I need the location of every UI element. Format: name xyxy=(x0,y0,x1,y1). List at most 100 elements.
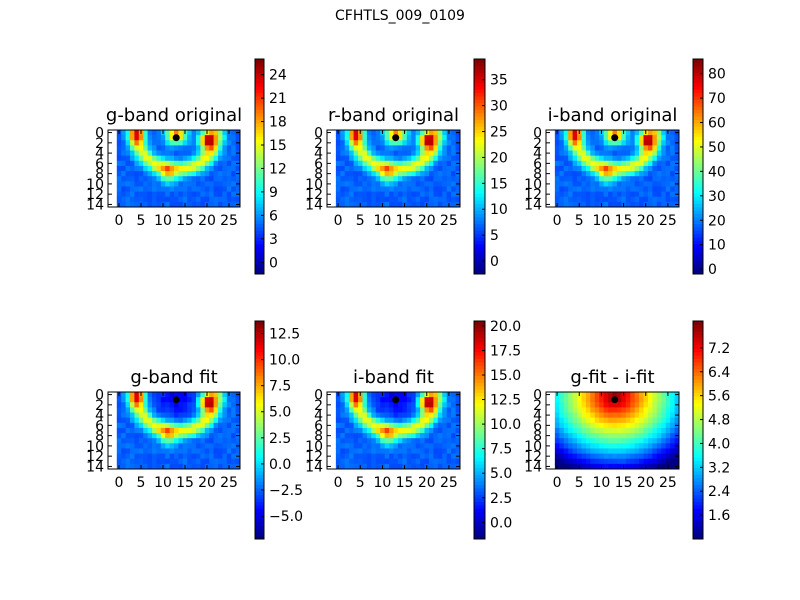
heatmap-cell xyxy=(594,438,600,444)
heatmap-cell xyxy=(563,397,569,403)
colorbar-segment xyxy=(693,99,703,104)
heatmap-cell xyxy=(160,438,166,444)
heatmap-cell xyxy=(371,397,377,403)
colorbar-segment xyxy=(474,416,485,421)
heatmap-cell xyxy=(446,140,452,146)
heatmap-cell xyxy=(125,181,131,187)
heatmap-cell xyxy=(554,422,560,429)
heatmap-cell xyxy=(218,171,223,177)
heatmap-cell xyxy=(559,135,565,141)
colorbar-segment xyxy=(255,504,264,509)
colorbar-segment xyxy=(255,321,264,325)
heatmap-cell xyxy=(643,176,649,182)
heatmap-cell xyxy=(340,397,346,403)
heatmap-cell xyxy=(362,150,368,157)
heatmap-cell xyxy=(222,140,228,146)
heatmap-cell xyxy=(581,186,587,192)
colorbar-segment xyxy=(693,515,703,520)
x-tick-label: 25 xyxy=(659,213,677,229)
heatmap-cell xyxy=(213,402,219,408)
colorbar-segment xyxy=(474,460,485,465)
heatmap-cell xyxy=(121,186,126,192)
heatmap-cell xyxy=(187,392,192,398)
heatmap-cell xyxy=(147,176,153,182)
colorbar-frame xyxy=(254,320,265,540)
heatmap-cell xyxy=(415,140,421,146)
heatmap-cell xyxy=(634,176,640,182)
heatmap-cell xyxy=(656,453,662,460)
heatmap-cell xyxy=(143,201,148,208)
colorbar-segment xyxy=(255,226,264,231)
heatmap-cell xyxy=(581,453,587,460)
heatmap-cell xyxy=(634,140,640,146)
heatmap-cell xyxy=(182,160,188,167)
heatmap-cell xyxy=(433,392,439,398)
heatmap-cell xyxy=(616,130,622,136)
heatmap-cell xyxy=(608,453,613,460)
heatmap-cell xyxy=(138,155,144,162)
heatmap-cell xyxy=(191,181,197,187)
heatmap-cell xyxy=(196,155,201,162)
heatmap-cell xyxy=(362,165,368,172)
heatmap-cell xyxy=(568,453,573,460)
heatmap-cell xyxy=(358,427,363,434)
heatmap-cell xyxy=(116,397,122,403)
heatmap-cell xyxy=(621,171,627,177)
heatmap-cell xyxy=(616,458,622,465)
heatmap-cell xyxy=(559,181,565,187)
heatmap-cell xyxy=(191,171,197,177)
heatmap-cell xyxy=(380,412,386,419)
heatmap-cell xyxy=(437,145,443,151)
colorbar-segment xyxy=(693,146,703,151)
heatmap-cell xyxy=(152,176,157,182)
colorbar-segment xyxy=(693,153,703,157)
heatmap-cell xyxy=(231,145,236,151)
heatmap-cell xyxy=(121,407,126,413)
colorbar-segment xyxy=(474,216,485,221)
heatmap-cell xyxy=(143,176,148,182)
heatmap-cell xyxy=(639,458,644,465)
heatmap-cell xyxy=(437,443,443,449)
heatmap-cell xyxy=(656,191,662,198)
x-tick-label: 5 xyxy=(575,213,584,229)
heatmap-cell xyxy=(160,453,166,460)
heatmap-cell xyxy=(143,150,148,157)
heatmap-cell xyxy=(358,140,363,146)
heatmap-cell xyxy=(612,191,618,198)
heatmap-cell xyxy=(389,130,394,136)
heatmap-cell xyxy=(147,140,153,146)
heatmap-cell xyxy=(451,438,456,444)
heatmap-cell xyxy=(437,191,443,198)
heatmap-cell xyxy=(226,135,232,141)
heatmap-cell xyxy=(428,412,434,419)
x-tick-label: 15 xyxy=(176,213,194,229)
heatmap-cell xyxy=(130,392,135,398)
heatmap-cell xyxy=(196,135,201,141)
heatmap-cell xyxy=(612,201,618,208)
heatmap-cell xyxy=(116,181,122,187)
heatmap-cell xyxy=(125,402,131,408)
colorbar-segment xyxy=(474,106,485,110)
heatmap-cell xyxy=(451,171,456,177)
heatmap-cell xyxy=(616,397,622,403)
heatmap-cell xyxy=(621,186,627,192)
heatmap-cell xyxy=(397,438,403,444)
heatmap-cell xyxy=(156,181,162,187)
colorbar-segment xyxy=(255,169,264,174)
heatmap-cell xyxy=(451,427,456,434)
colorbar-segment xyxy=(255,430,264,434)
heatmap-cell xyxy=(165,458,170,465)
heatmap-cell xyxy=(187,196,192,203)
heatmap-cell xyxy=(204,155,210,162)
heatmap-cell xyxy=(652,160,658,167)
heatmap-cell xyxy=(235,155,241,162)
heatmap-cell xyxy=(446,433,452,439)
heatmap-cell xyxy=(160,155,166,162)
x-tick-label: 5 xyxy=(356,475,365,491)
colorbar-segment xyxy=(255,348,264,353)
heatmap-cell xyxy=(182,402,188,408)
heatmap-cell xyxy=(411,181,417,187)
heatmap-cell xyxy=(625,412,631,419)
heatmap-cell xyxy=(406,427,412,434)
heatmap-cell xyxy=(222,422,228,429)
